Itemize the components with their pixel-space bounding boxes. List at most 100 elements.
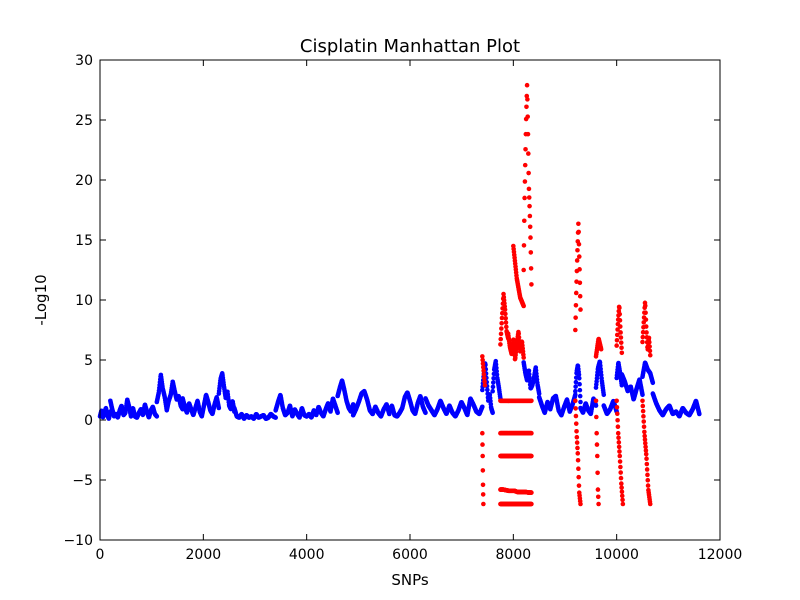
- point-s1-g8-10: [643, 310, 648, 316]
- point-s1-g18-9: [642, 440, 648, 446]
- point-s1-g0-8: [482, 382, 488, 388]
- x-tick-label-6: 12000: [698, 547, 743, 563]
- point-s1-g15-2: [573, 413, 579, 419]
- point-s1-g14-2: [480, 453, 485, 459]
- point-s1-g5-2: [573, 302, 579, 308]
- point-s0-g16-117: [573, 392, 578, 398]
- point-s1-g4-33: [521, 303, 526, 309]
- point-s1-g16-6: [595, 487, 601, 492]
- chart-title: Cisplatin Manhattan Plot: [300, 36, 520, 57]
- point-s1-g17-2: [614, 411, 620, 417]
- point-s1-g16-4: [594, 453, 600, 459]
- point-s1-g1-18: [503, 320, 509, 325]
- y-tick-label-8: 30: [75, 53, 93, 69]
- point-s1-g3-12: [525, 97, 530, 102]
- point-s1-g15-5: [574, 434, 580, 440]
- point-s1-g3-23: [528, 250, 534, 255]
- point-s0-g14-11: [493, 362, 499, 367]
- x-tick-label-5: 10000: [594, 547, 639, 563]
- point-s0-g14-10: [493, 358, 499, 364]
- point-s1-g18-0: [640, 398, 645, 404]
- point-s1-g5-15: [577, 280, 583, 286]
- point-s1-g8-9: [642, 303, 648, 309]
- point-s1-g17-9: [617, 449, 622, 454]
- point-s1-g0-6: [481, 375, 487, 381]
- point-s0-g15-17: [526, 368, 532, 374]
- point-s1-g3-13: [525, 114, 530, 119]
- point-s1-g17-15: [619, 481, 624, 486]
- point-s1-g0-4: [481, 368, 486, 374]
- point-s1-g14-3: [480, 468, 486, 473]
- point-s0-g18-50: [593, 403, 599, 408]
- point-s1-g2-17: [511, 337, 516, 343]
- data-points: [97, 82, 702, 507]
- point-s1-g2-50: [521, 355, 526, 360]
- x-tick-label-4: 8000: [496, 547, 532, 563]
- point-s1-g7-9: [617, 305, 622, 311]
- point-s0-g6-133: [273, 415, 278, 420]
- point-s1-g3-18: [526, 195, 532, 200]
- point-s1-g15-1: [573, 406, 578, 411]
- point-s1-g1-0: [498, 342, 503, 347]
- point-s1-g5-0: [573, 327, 578, 333]
- point-s0-g19-25: [601, 392, 607, 398]
- point-s0-g14-0: [490, 388, 495, 394]
- point-s1-g18-4: [641, 419, 647, 424]
- point-s1-g7-3: [615, 327, 620, 332]
- point-s0-g13-16: [485, 387, 490, 393]
- point-s1-g5-12: [576, 241, 582, 247]
- point-s1-g17-10: [617, 453, 623, 459]
- point-s1-g15-8: [575, 451, 581, 456]
- point-s1-g17-0: [614, 398, 619, 404]
- x-tick-label-2: 4000: [289, 547, 325, 563]
- point-s1-g3-0: [521, 267, 526, 273]
- point-s1-g15-4: [574, 428, 579, 434]
- point-s1-g2-34: [516, 331, 522, 336]
- point-s1-g3-3: [522, 195, 527, 201]
- point-s1-g7-0: [614, 343, 619, 348]
- point-s0-g14-1: [490, 384, 496, 390]
- point-s0-g4-117: [216, 405, 222, 411]
- point-s0-g14-13: [494, 368, 500, 374]
- point-s1-g8-1: [640, 334, 646, 340]
- x-tick-label-0: 0: [96, 547, 105, 563]
- point-s1-g1-5: [499, 315, 505, 321]
- point-s0-g24-150: [697, 411, 702, 417]
- point-s1-g5-17: [578, 307, 583, 312]
- point-s1-g14-0: [480, 430, 485, 436]
- point-s1-g5-1: [573, 315, 578, 320]
- point-s1-g3-15: [526, 151, 531, 156]
- point-s1-g1-17: [503, 315, 508, 321]
- y-tick-label-6: 20: [75, 173, 93, 189]
- point-s1-g5-10: [576, 221, 581, 227]
- point-s1-g3-4: [522, 179, 528, 184]
- point-s0-g17-2: [573, 379, 579, 385]
- point-s1-g3-22: [528, 235, 533, 240]
- point-s1-g2-35: [516, 335, 522, 340]
- point-s1-g15-9: [575, 457, 581, 463]
- point-s1-g7-11: [617, 318, 623, 323]
- point-s0-g17-16: [577, 393, 583, 399]
- point-s1-g17-18: [619, 493, 625, 499]
- point-s1-g3-16: [526, 170, 531, 176]
- point-s1-g18-10: [643, 444, 648, 450]
- point-s1-g7-10: [617, 311, 623, 317]
- point-s1-g18-6: [642, 429, 647, 435]
- point-s0-g23-33: [650, 380, 656, 386]
- point-s0-g17-12: [576, 372, 582, 377]
- point-s1-g17-19: [620, 497, 625, 503]
- point-s1-g8-23: [647, 344, 652, 349]
- point-s1-g16-8: [596, 501, 601, 507]
- point-s1-g0-0: [480, 354, 485, 359]
- point-s1-g6-17: [598, 346, 604, 352]
- point-s1-g18-25: [647, 501, 653, 507]
- point-s1-g3-19: [527, 203, 532, 209]
- point-s1-g16-2: [594, 430, 599, 436]
- point-s1-g17-20: [620, 501, 626, 507]
- point-s1-g0-3: [481, 364, 486, 370]
- point-s1-g3-24: [528, 266, 534, 271]
- point-s1-g0-1: [480, 357, 485, 363]
- point-s1-g3-9: [524, 104, 529, 110]
- point-s1-g17-4: [615, 424, 621, 430]
